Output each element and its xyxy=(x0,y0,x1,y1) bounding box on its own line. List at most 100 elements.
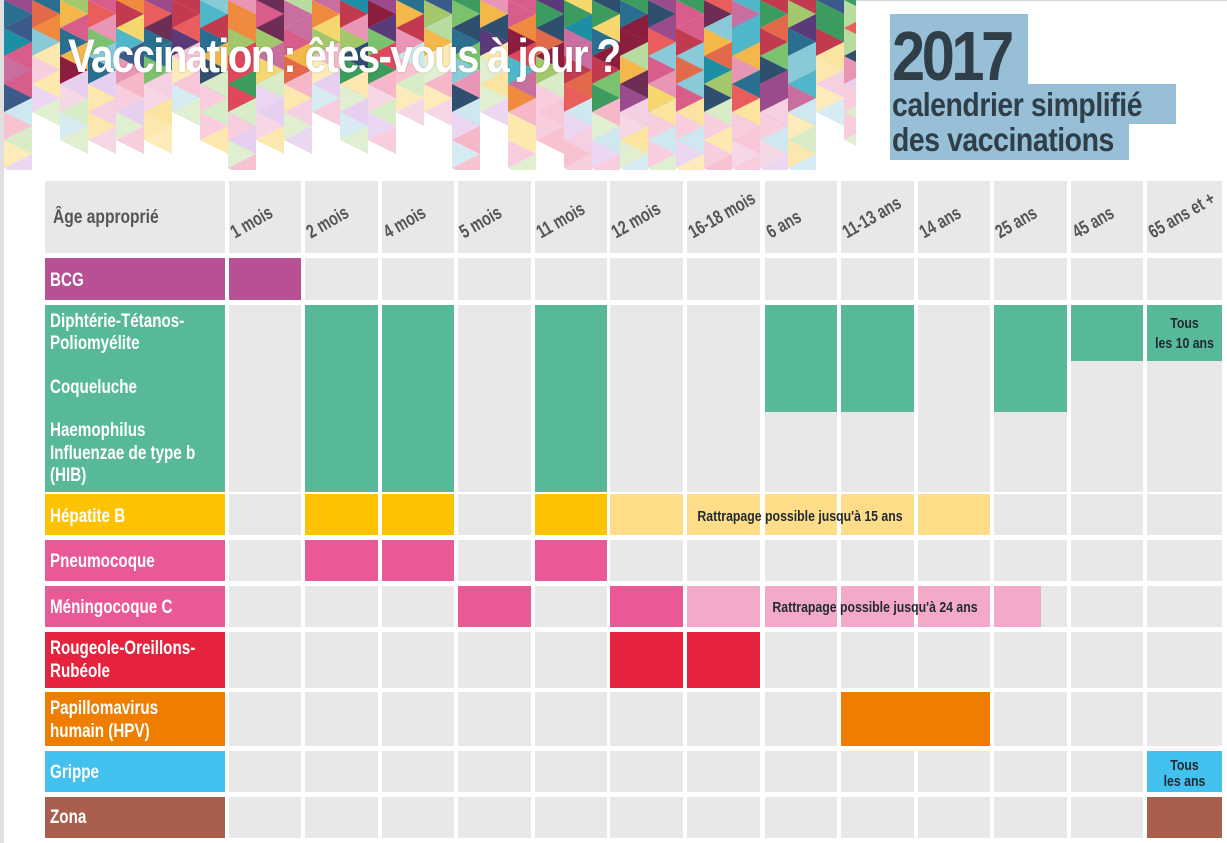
year-highlight xyxy=(890,14,1028,84)
header-age-cell xyxy=(382,181,454,253)
empty-cell xyxy=(765,797,837,838)
empty-cell xyxy=(1071,751,1143,792)
row-label-zona: Zona xyxy=(50,807,87,828)
empty-cell xyxy=(229,692,301,746)
header-banner xyxy=(4,0,856,170)
empty-cell xyxy=(994,494,1067,535)
empty-cell xyxy=(1071,494,1143,535)
header-age-cell xyxy=(687,181,760,253)
empty-cell xyxy=(994,692,1067,746)
empty-cell xyxy=(687,692,760,746)
empty-cell xyxy=(841,540,914,581)
header-age-cell xyxy=(1071,181,1143,253)
header-age-cell xyxy=(841,181,914,253)
row-label-dtp-line1: Diphtérie-Tétanos- xyxy=(50,311,185,332)
empty-cell xyxy=(458,692,531,746)
empty-cell xyxy=(1147,540,1222,581)
header-age-cell xyxy=(1147,181,1222,253)
empty-cell xyxy=(229,305,301,492)
empty-cell xyxy=(1071,797,1143,838)
dose-cell-mening xyxy=(458,586,531,627)
dose-cell-dtp-coq xyxy=(841,305,914,412)
empty-cell xyxy=(994,797,1067,838)
row-label-hepatite-b: Hépatite B xyxy=(50,506,126,527)
row-label-meningocoque: Méningocoque C xyxy=(50,597,173,618)
empty-cell xyxy=(1071,586,1143,627)
row-label-cell xyxy=(45,540,225,581)
column-gap xyxy=(837,494,841,535)
empty-cell xyxy=(229,540,301,581)
empty-cell xyxy=(535,692,607,746)
mosaic-pattern xyxy=(4,0,856,170)
dose-cell-hpv xyxy=(841,692,990,746)
row-label-hib-line1: Haemophilus xyxy=(50,420,146,441)
empty-cell xyxy=(687,797,760,838)
row-label-cell xyxy=(45,586,225,627)
header-age-cell xyxy=(458,181,531,253)
empty-cell xyxy=(382,751,454,792)
empty-cell xyxy=(229,586,301,627)
dose-cell-pneumo xyxy=(535,540,607,581)
subtitle-line-1: calendrier simplifié xyxy=(892,86,1143,123)
empty-cell xyxy=(458,632,531,688)
empty-cell xyxy=(994,751,1067,792)
empty-cell xyxy=(918,632,990,688)
empty-cell xyxy=(765,540,837,581)
empty-cell xyxy=(841,258,914,300)
empty-cell xyxy=(229,494,301,535)
catchup-band-hepb xyxy=(610,494,990,535)
row-label-cell xyxy=(45,258,225,300)
note-hepb-catchup: Rattrapage possible jusqu'à 15 ans xyxy=(697,508,903,525)
page-edge xyxy=(0,0,4,843)
header-corner-cell xyxy=(45,181,225,253)
subtitle-line-2: des vaccinations xyxy=(892,121,1114,158)
empty-cell xyxy=(918,751,990,792)
note-mening-catchup: Rattrapage possible jusqu'à 24 ans xyxy=(772,599,978,616)
empty-cell xyxy=(610,797,683,838)
dose-cell-zona xyxy=(1147,797,1222,838)
row-label-hpv-line1: Papillomavirus xyxy=(50,698,159,719)
dose-cell-dtp xyxy=(1071,305,1143,361)
empty-cell xyxy=(687,540,760,581)
page-title: Vaccination : êtes-vous à jour ? xyxy=(68,29,621,82)
empty-cell xyxy=(841,632,914,688)
empty-cell xyxy=(1147,586,1222,627)
header-age-cell xyxy=(305,181,378,253)
catchup-band-mening xyxy=(687,586,1041,627)
subtitle-highlight xyxy=(890,124,1129,160)
empty-cell xyxy=(458,494,531,535)
column-gap xyxy=(837,586,841,627)
row-label-cell xyxy=(45,797,225,838)
header-age-cell xyxy=(918,181,990,253)
empty-cell xyxy=(610,692,683,746)
empty-cell xyxy=(687,305,760,492)
dose-cell-pneumo xyxy=(305,540,378,581)
empty-cell xyxy=(535,632,607,688)
empty-cell xyxy=(1071,540,1143,581)
empty-cell xyxy=(994,258,1067,300)
empty-cell xyxy=(305,586,378,627)
empty-cell xyxy=(918,305,990,492)
empty-cell xyxy=(610,305,683,492)
empty-cell xyxy=(918,258,990,300)
note-grippe-65-line2: les ans xyxy=(1163,773,1206,790)
note-dtp-65-line1: Tous xyxy=(1170,315,1199,332)
empty-cell xyxy=(841,797,914,838)
empty-cell xyxy=(918,797,990,838)
row-label-hib-line2: Influenzae de type b xyxy=(50,443,196,464)
empty-cell xyxy=(610,540,683,581)
row-label-dtp-line2: Poliomyélite xyxy=(50,333,140,354)
empty-cell xyxy=(382,258,454,300)
row-label-bcg: BCG xyxy=(50,270,84,291)
row-label-grippe: Grippe xyxy=(50,762,99,783)
empty-cell xyxy=(305,258,378,300)
dose-cell-dtp-coq xyxy=(994,305,1067,412)
empty-cell xyxy=(458,797,531,838)
dose-cell-mening xyxy=(610,586,683,627)
empty-cell xyxy=(305,751,378,792)
empty-cell xyxy=(305,632,378,688)
empty-cell xyxy=(382,797,454,838)
row-label-cell xyxy=(45,305,225,492)
dose-cell-ror xyxy=(687,632,760,688)
row-label-hib-line3: (HIB) xyxy=(50,465,87,486)
